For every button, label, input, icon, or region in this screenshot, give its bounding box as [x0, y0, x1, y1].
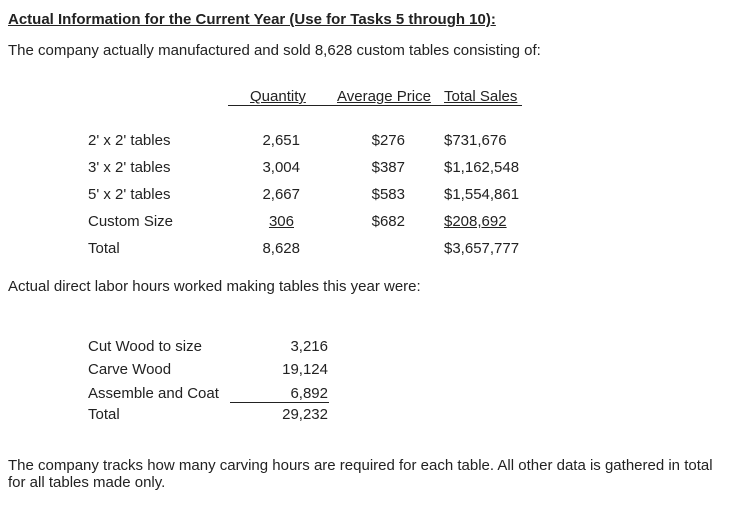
footer-note: The company tracks how many carving hour…	[8, 457, 713, 491]
row-quantity: 2,651	[262, 132, 300, 149]
row-avg-price: $276	[371, 132, 405, 149]
row-label: Custom Size	[88, 213, 174, 230]
row-quantity: 8,628	[262, 240, 300, 257]
row-total-sales: $1,554,861	[444, 186, 520, 203]
row-quantity: 2,667	[262, 186, 300, 203]
labor-label: Cut Wood to size	[88, 338, 202, 355]
header-quantity: Quantity	[250, 88, 306, 105]
row-label: Total	[88, 240, 120, 257]
labor-hours: 29,232	[282, 406, 328, 423]
labor-label: Assemble and Coat	[88, 385, 219, 402]
header-average-price: Average Price	[337, 88, 431, 105]
labor-hours: 6,892	[290, 385, 328, 402]
labor-intro-text: Actual direct labor hours worked making …	[8, 278, 421, 295]
row-total-sales: $3,657,777	[444, 240, 520, 257]
labor-label: Total	[88, 406, 120, 423]
row-total-sales: $208,692	[444, 213, 507, 230]
section-heading: Actual Information for the Current Year …	[8, 11, 496, 28]
header-total-sales: Total Sales	[444, 88, 518, 105]
row-label: 5' x 2' tables	[88, 186, 171, 203]
row-total-sales: $1,162,548	[444, 159, 520, 176]
intro-text: The company actually manufactured and so…	[8, 42, 541, 59]
labor-label: Carve Wood	[88, 361, 172, 378]
row-label: 2' x 2' tables	[88, 132, 171, 149]
labor-hours: 19,124	[282, 361, 328, 378]
header-rule	[228, 105, 522, 106]
row-total-sales: $731,676	[444, 132, 507, 149]
labor-hours: 3,216	[290, 338, 328, 355]
row-avg-price: $682	[371, 213, 405, 230]
row-avg-price: $387	[371, 159, 405, 176]
labor-total-rule	[230, 402, 329, 403]
row-avg-price: $583	[371, 186, 405, 203]
row-quantity: 306	[268, 213, 294, 230]
row-label: 3' x 2' tables	[88, 159, 171, 176]
row-quantity: 3,004	[262, 159, 300, 176]
